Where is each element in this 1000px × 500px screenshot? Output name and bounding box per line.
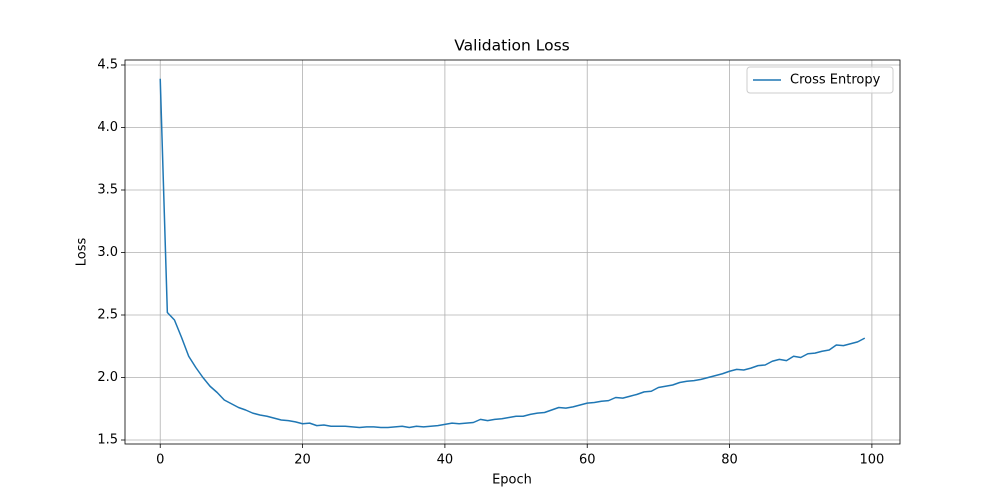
- y-tick-label: 2.5: [97, 308, 118, 323]
- axes-frame: [124, 59, 901, 445]
- x-tick-label: 80: [721, 453, 738, 468]
- y-axis-label: Loss: [75, 238, 90, 267]
- x-tick-label: 0: [156, 453, 164, 468]
- x-tick-label: 40: [437, 453, 454, 468]
- line-series: [159, 78, 866, 429]
- legend-label: Cross Entropy: [790, 73, 881, 88]
- x-tick-label: 20: [294, 453, 311, 468]
- y-tick-label: 2.0: [97, 370, 118, 385]
- y-tick-label: 3.5: [97, 183, 118, 198]
- y-tick-label: 1.5: [97, 433, 118, 448]
- x-axis-label: Epoch: [492, 473, 532, 488]
- y-tick-label: 4.5: [97, 58, 118, 73]
- x-tick-label: 100: [859, 453, 884, 468]
- chart-title: Validation Loss: [454, 37, 569, 55]
- x-tick-label: 60: [579, 453, 596, 468]
- y-tick-label: 3.0: [97, 245, 118, 260]
- y-tick-label: 4.0: [97, 120, 118, 135]
- legend-box: [746, 66, 894, 94]
